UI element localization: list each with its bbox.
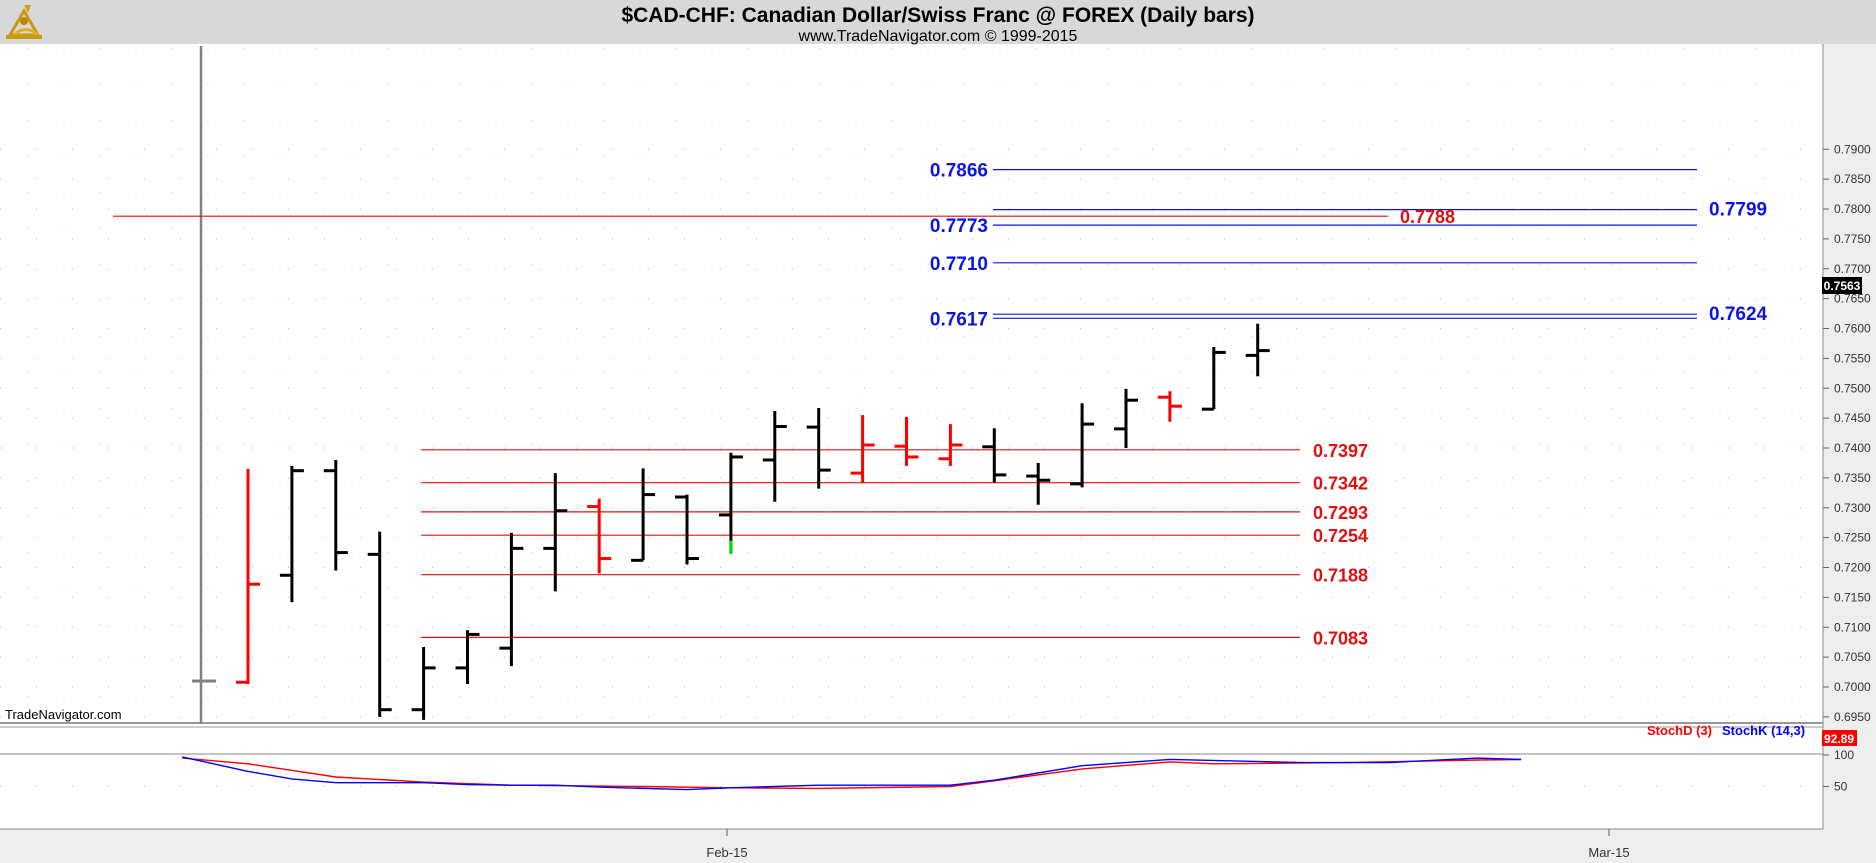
y-tick-label: 0.7250: [1834, 531, 1871, 545]
stochastic-lines: [182, 756, 1522, 791]
red-level-label: 0.7083: [1313, 628, 1368, 648]
x-tick-label: Mar-15: [1588, 845, 1629, 860]
watermark: TradeNavigator.com: [5, 707, 122, 722]
stoch-value-box: [1822, 730, 1857, 746]
y-tick-label: 0.7550: [1834, 351, 1871, 365]
ohlc-bar: [1114, 388, 1138, 448]
y-tick-label: 0.7800: [1834, 202, 1871, 216]
sextant-logo-icon: [6, 5, 42, 39]
ohlc-bar: [279, 465, 304, 603]
blue-level-label: 0.7799: [1709, 200, 1767, 221]
stoch-tick-label: 50: [1834, 780, 1848, 794]
ohlc-bar: [631, 468, 656, 562]
stoch-value-label: 92.89: [1824, 732, 1854, 746]
red-level-label: 0.7293: [1313, 503, 1368, 523]
ohlc-bar: [938, 424, 963, 466]
ohlc-bar: [236, 468, 260, 685]
right-axis-panel: [1823, 44, 1876, 863]
y-tick-label: 0.7150: [1834, 590, 1871, 604]
ohlc-bar: [587, 498, 612, 574]
red-level-label: 0.7188: [1313, 566, 1368, 586]
stoch-tick-label: 100: [1834, 748, 1854, 762]
stoch-d-line: [182, 757, 1522, 790]
ohlc-bar: [718, 452, 743, 554]
y-tick-label: 0.7600: [1834, 322, 1871, 336]
y-tick-label: 0.7200: [1834, 561, 1871, 575]
red-level-label: 0.7254: [1313, 526, 1368, 546]
ohlc-bar: [850, 415, 875, 483]
stoch-d-legend: StochD (3): [1647, 723, 1712, 738]
ohlc-bar: [1201, 347, 1226, 411]
x-tick-label: Feb-15: [706, 845, 747, 860]
y-tick-label: 0.7500: [1834, 381, 1871, 395]
ohlc-bar: [323, 459, 348, 571]
last-price-box: [1822, 277, 1862, 294]
price-bars-layer: [192, 323, 1270, 720]
y-tick-label: 0.7350: [1834, 471, 1871, 485]
last-price-label: 0.7563: [1824, 279, 1861, 293]
ohlc-bar: [455, 630, 480, 685]
ohlc-bar: [1026, 462, 1051, 505]
y-tick-label: 0.7400: [1834, 441, 1871, 455]
y-tick-label: 0.7450: [1834, 411, 1871, 425]
y-tick-label: 0.7000: [1834, 680, 1871, 694]
ohlc-bar: [982, 428, 1007, 483]
blue-level-label: 0.7710: [930, 254, 988, 275]
ohlc-bar: [411, 646, 436, 720]
red-level-label: 0.7342: [1313, 474, 1368, 494]
ohlc-bar: [499, 532, 524, 667]
stoch-y-axis: 50 100: [1823, 748, 1854, 794]
ohlc-bar: [1070, 403, 1095, 488]
ohlc-bar: [762, 410, 787, 502]
levels-layer: 0.7866 0.7799 0.7773 0.7710 0.7624 0.7617 0.77…: [113, 161, 1768, 648]
y-tick-label: 0.7650: [1834, 292, 1871, 306]
ohlc-bar: [806, 407, 831, 489]
stoch-k-legend: StochK (14,3): [1722, 723, 1805, 738]
y-tick-label: 0.7850: [1834, 172, 1871, 186]
chart-title: $CAD-CHF: Canadian Dollar/Swiss Franc @ …: [621, 4, 1254, 27]
ohlc-bar: [1245, 323, 1270, 377]
y-tick-label: 0.7300: [1834, 501, 1871, 515]
red-level-label: 0.7788: [1400, 207, 1455, 227]
blue-level-label: 0.7773: [930, 216, 988, 237]
bottom-axis-panel: [0, 829, 1876, 863]
y-tick-label: 0.7050: [1834, 650, 1871, 664]
blue-level-label: 0.7624: [1709, 304, 1768, 325]
ohlc-bar: [675, 494, 699, 565]
y-tick-label: 0.7750: [1834, 232, 1871, 246]
red-level-label: 0.7397: [1313, 441, 1368, 461]
y-tick-label: 0.7900: [1834, 142, 1871, 156]
price-y-axis: 0.6950 0.7000 0.7050 0.7100 0.7150 0.7200 0.72…: [1823, 142, 1871, 724]
ohlc-bar: [894, 416, 919, 466]
header-bar: [0, 0, 1876, 44]
blue-level-label: 0.7866: [930, 161, 988, 182]
stoch-k-line: [182, 756, 1522, 791]
y-tick-label: 0.6950: [1834, 710, 1871, 724]
blue-level-label: 0.7617: [930, 309, 988, 330]
y-tick-label: 0.7700: [1834, 262, 1871, 276]
chart-subtitle: www.TradeNavigator.com © 1999-2015: [798, 28, 1078, 45]
y-tick-label: 0.7100: [1834, 620, 1871, 634]
ohlc-bar: [543, 473, 568, 592]
ohlc-bar: [367, 531, 392, 717]
ohlc-bar: [1157, 391, 1182, 422]
